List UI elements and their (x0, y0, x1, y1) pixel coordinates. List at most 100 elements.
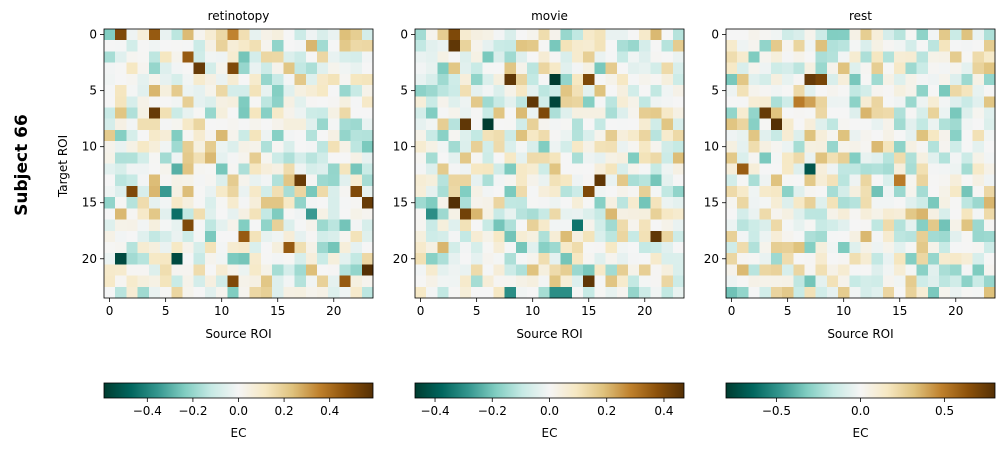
heatmap-cell (882, 152, 895, 164)
heatmap-cell (905, 208, 917, 220)
heatmap-cell (504, 40, 517, 52)
heatmap-cell (571, 51, 584, 64)
heatmap-cell (538, 208, 550, 220)
heatmap-cell (916, 141, 929, 153)
colorbar-tick-label: 0.0 (229, 404, 248, 418)
heatmap-cell (527, 40, 539, 52)
heatmap-cell (782, 230, 794, 243)
heatmap-cell (650, 96, 662, 108)
heatmap-cell (459, 62, 472, 75)
heatmap-cell (249, 286, 262, 299)
heatmap-cell (961, 286, 973, 299)
heatmap-cell (905, 241, 917, 254)
heatmap-cell (328, 152, 340, 164)
heatmap-cell (804, 208, 817, 220)
heatmap-cell (305, 197, 318, 209)
heatmap-cell (849, 62, 861, 75)
heatmap-cell (471, 152, 483, 164)
heatmap-cell (838, 96, 850, 108)
heatmap-cell (672, 253, 685, 265)
heatmap-cell (504, 62, 517, 75)
heatmap-cell (983, 197, 996, 209)
heatmap-cell (260, 253, 273, 265)
heatmap-cell (661, 286, 674, 299)
heatmap-cell (316, 129, 329, 142)
heatmap-cell (426, 40, 438, 52)
heatmap-cell (504, 107, 517, 120)
heatmap-cell (238, 230, 251, 243)
heatmap-cell (426, 152, 438, 164)
heatmap-cell (272, 219, 284, 232)
heatmap-cell (950, 40, 962, 52)
heatmap-cell (328, 51, 340, 64)
heatmap-cell (137, 264, 150, 276)
heatmap-cell (882, 219, 895, 232)
heatmap-cell (482, 73, 494, 86)
heatmap-cell (793, 208, 805, 220)
heatmap-cell (471, 29, 483, 41)
heatmap-cell (527, 85, 539, 97)
heatmap-cell (350, 163, 363, 176)
heatmap-cell (527, 96, 539, 108)
heatmap-cell (583, 51, 595, 64)
heatmap-cell (527, 29, 539, 41)
heatmap-cell (459, 118, 472, 131)
heatmap-cell (459, 73, 472, 86)
heatmap-cell (115, 264, 127, 276)
heatmap-cell (339, 107, 351, 120)
heatmap-cell (115, 85, 127, 97)
heatmap-cell (260, 197, 273, 209)
heatmap-cell (583, 275, 595, 288)
panel-title: rest (849, 9, 872, 23)
heatmap-cell (193, 40, 206, 52)
heatmap-cell (527, 241, 539, 254)
heatmap-cell (605, 286, 618, 299)
heatmap-cell (504, 253, 517, 265)
heatmap-cell (493, 107, 506, 120)
heatmap-cell (361, 141, 374, 153)
heatmap-cell (759, 96, 772, 108)
heatmap-cell (672, 275, 685, 288)
heatmap-cell (238, 286, 251, 299)
heatmap-cell (104, 219, 116, 232)
heatmap-cell (672, 152, 685, 164)
heatmap-cell (182, 219, 195, 232)
heatmap-cell (126, 286, 139, 299)
heatmap-cell (860, 73, 873, 86)
heatmap-cell (860, 141, 873, 153)
heatmap-cell (616, 73, 629, 86)
heatmap-cell (882, 208, 895, 220)
heatmap-cell (583, 241, 595, 254)
heatmap-cell (171, 152, 183, 164)
x-tick-label: 10 (214, 304, 229, 318)
heatmap-cell (882, 107, 895, 120)
heatmap-cell (605, 141, 618, 153)
heatmap-cell (193, 129, 206, 142)
heatmap-cell (571, 107, 584, 120)
heatmap-cell (938, 118, 951, 131)
heatmap-cell (972, 253, 985, 265)
heatmap-cell (726, 51, 738, 64)
heatmap-cell (515, 62, 528, 75)
heatmap-cell (415, 286, 427, 299)
heatmap-cell (894, 29, 906, 41)
y-tick-label: 20 (393, 252, 408, 266)
heatmap-cell (426, 219, 438, 232)
heatmap-cell (415, 62, 427, 75)
heatmap-cell (627, 219, 640, 232)
heatmap-cell (726, 85, 738, 97)
heatmap-cell (639, 51, 651, 64)
heatmap-cell (961, 219, 973, 232)
heatmap-cell (938, 163, 951, 176)
heatmap-cell (104, 62, 116, 75)
heatmap-cell (838, 264, 850, 276)
heatmap-cell (350, 40, 363, 52)
heatmap-cell (748, 141, 761, 153)
heatmap-cell (594, 174, 606, 187)
heatmap-cell (804, 118, 817, 131)
heatmap-cell (294, 185, 307, 198)
heatmap-cell (204, 51, 217, 64)
heatmap-cell (204, 174, 217, 187)
heatmap-cell (860, 241, 873, 254)
heatmap-cell (571, 118, 584, 131)
